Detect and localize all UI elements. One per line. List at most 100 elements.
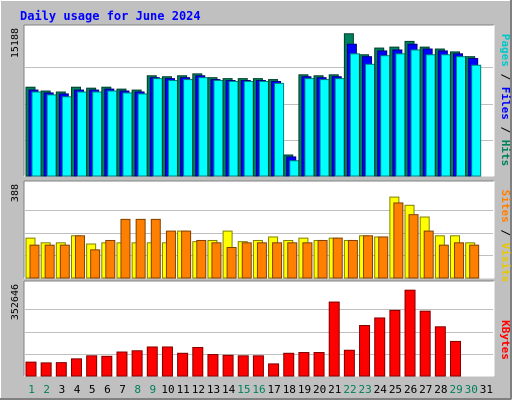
legend-part: /	[499, 223, 512, 243]
bar-pages-day-10	[167, 80, 178, 177]
bar-kbytes-day-24	[374, 317, 386, 377]
x-tick-label: 4	[74, 383, 81, 396]
bar-kbytes-day-18	[283, 352, 295, 377]
x-tick-label: 16	[252, 383, 265, 396]
bar-pages-day-20	[319, 79, 330, 177]
bar-sites-day-13	[211, 242, 222, 279]
x-tick-label: 28	[434, 383, 447, 396]
bar-sites-day-21	[332, 237, 343, 279]
bar-sites-day-24	[378, 236, 389, 279]
x-tick-label: 21	[328, 383, 341, 396]
x-tick-label: 10	[161, 383, 174, 396]
bar-kbytes-day-20	[313, 352, 325, 377]
bar-pages-day-17	[274, 82, 285, 177]
x-tick-label: 7	[119, 383, 126, 396]
bar-sites-day-29	[454, 242, 465, 279]
bar-pages-day-12	[198, 77, 209, 177]
bar-kbytes-day-15	[237, 355, 249, 377]
x-tick-label: 8	[134, 383, 141, 396]
bar-kbytes-day-23	[359, 325, 371, 377]
bar-sites-day-5	[90, 249, 101, 279]
bar-pages-day-22	[349, 53, 360, 177]
panels-layer: 15188 388 352646 Pages / Files / Hits Sites …	[10, 24, 512, 377]
x-tick-label: 3	[59, 383, 66, 396]
bar-pages-day-19	[304, 78, 315, 177]
bar-pages-day-2	[46, 94, 57, 177]
bar-sites-day-9	[150, 218, 161, 279]
x-tick-label: 18	[283, 383, 296, 396]
bar-sites-day-10	[165, 230, 176, 279]
y-max-label: 352646	[10, 284, 21, 320]
bar-sites-day-12	[196, 239, 207, 279]
x-tick-label: 15	[237, 383, 250, 396]
x-tick-label: 6	[104, 383, 111, 396]
bar-pages-day-6	[107, 90, 118, 177]
panel-visits-sites: 388	[10, 180, 495, 279]
x-tick-label: 5	[89, 383, 96, 396]
x-tick-label: 12	[192, 383, 205, 396]
bar-pages-day-15	[243, 80, 254, 177]
legend-part: /	[499, 67, 512, 87]
bar-sites-day-11	[181, 230, 192, 279]
bar-kbytes-day-6	[101, 355, 113, 377]
bar-pages-day-23	[365, 63, 376, 177]
bar-sites-day-1	[29, 244, 40, 279]
bar-pages-day-24	[380, 55, 391, 177]
bar-sites-day-16	[256, 242, 267, 279]
bar-pages-day-29	[456, 56, 467, 177]
bar-pages-day-26	[410, 49, 421, 177]
bar-kbytes-day-10	[161, 346, 173, 377]
legend-part: /	[499, 120, 512, 140]
bar-kbytes-day-16	[252, 355, 264, 377]
bar-pages-day-9	[152, 78, 163, 177]
legend-part: Files	[499, 87, 512, 120]
x-tick-label: 13	[207, 383, 220, 396]
legend-label-kbytes: KBytes	[499, 320, 512, 360]
bar-pages-day-1	[31, 91, 42, 177]
legend-label-visits-sites: Sites / Visits	[499, 190, 512, 283]
bar-pages-day-13	[213, 80, 224, 177]
legend-part: Hits	[499, 140, 512, 167]
bar-pages-day-5	[92, 91, 103, 177]
x-tick-label: 29	[449, 383, 462, 396]
bar-kbytes-day-3	[55, 362, 67, 377]
bar-sites-day-18	[287, 242, 298, 279]
bar-kbytes-day-5	[86, 355, 98, 377]
bar-kbytes-day-22	[343, 349, 355, 377]
x-tick-label: 30	[465, 383, 478, 396]
bar-pages-day-27	[425, 54, 436, 177]
x-tick-label: 23	[359, 383, 372, 396]
bar-kbytes-day-29	[450, 340, 462, 377]
bar-pages-day-7	[122, 92, 133, 177]
bar-sites-day-7	[120, 218, 131, 279]
bar-sites-day-2	[44, 244, 55, 279]
x-tick-label: 17	[268, 383, 281, 396]
x-tick-label: 9	[150, 383, 157, 396]
x-tick-label: 14	[222, 383, 236, 396]
bar-kbytes-day-8	[131, 350, 143, 377]
bar-sites-day-26	[408, 214, 419, 279]
bar-kbytes-day-11	[177, 352, 189, 377]
bar-pages-day-11	[183, 79, 194, 177]
bar-sites-day-30	[469, 244, 480, 279]
bar-pages-day-25	[395, 53, 406, 177]
y-max-label: 15188	[10, 28, 21, 58]
bar-kbytes-day-2	[40, 362, 52, 377]
x-tick-label: 24	[374, 383, 388, 396]
bar-kbytes-day-28	[434, 326, 446, 377]
bar-sites-day-3	[59, 244, 70, 279]
bar-kbytes-day-21	[328, 301, 340, 377]
x-tick-label: 27	[419, 383, 432, 396]
bar-pages-day-4	[76, 91, 87, 177]
bar-kbytes-day-4	[70, 358, 82, 377]
x-tick-label: 19	[298, 383, 311, 396]
bar-kbytes-day-13	[207, 354, 219, 377]
bar-pages-day-21	[334, 78, 345, 177]
bar-pages-day-18	[289, 160, 300, 177]
legend-part: Sites	[499, 190, 512, 223]
bar-sites-day-25	[393, 202, 404, 279]
bar-kbytes-day-7	[116, 351, 128, 377]
chart-title: Daily usage for June 2024	[20, 9, 201, 23]
